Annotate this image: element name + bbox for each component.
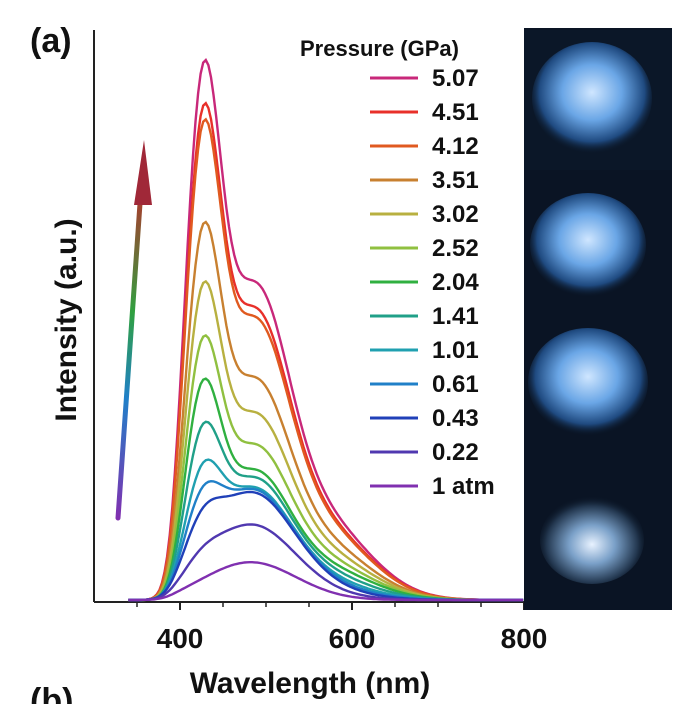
panel-label-a: (a) — [30, 22, 72, 60]
legend-label: 4.12 — [432, 133, 479, 160]
photo-glow-4 — [540, 496, 644, 584]
legend-label: 1.41 — [432, 303, 479, 330]
legend-label: 3.02 — [432, 201, 479, 228]
legend-label: 0.61 — [432, 371, 479, 398]
photo-glow-2 — [530, 193, 646, 297]
inset-photos — [524, 28, 672, 610]
photo-glow-3 — [528, 328, 648, 436]
legend-label: 5.07 — [432, 65, 479, 92]
legend-title: Pressure (GPa) — [300, 36, 459, 61]
y-axis-label: Intensity (a.u.) — [50, 218, 83, 421]
legend-label: 3.51 — [432, 167, 479, 194]
legend-label: 4.51 — [432, 99, 479, 126]
spectrum-curve-1-atm — [128, 561, 524, 602]
legend-label: 2.52 — [432, 235, 479, 262]
x-tick-label: 400 — [157, 623, 204, 654]
x-axis-label: Wavelength (nm) — [190, 667, 431, 700]
legend-label: 1.01 — [432, 337, 479, 364]
x-tick-label: 600 — [329, 623, 376, 654]
legend-label: 0.43 — [432, 405, 479, 432]
legend-label: 0.22 — [432, 439, 479, 466]
photo-glow-1 — [532, 42, 652, 154]
legend-label: 1 atm — [432, 473, 495, 500]
panel-label-b: (b) — [30, 682, 73, 704]
legend: Pressure (GPa) 5.07 4.51 4.12 3.51 3.02 2.52 2… — [300, 36, 495, 500]
pressure-arrow — [115, 140, 152, 521]
x-ticks: 400 600 800 — [136, 602, 548, 654]
x-tick-label: 800 — [501, 623, 548, 654]
legend-label: 2.04 — [432, 269, 479, 296]
spectra-curves — [128, 57, 524, 602]
